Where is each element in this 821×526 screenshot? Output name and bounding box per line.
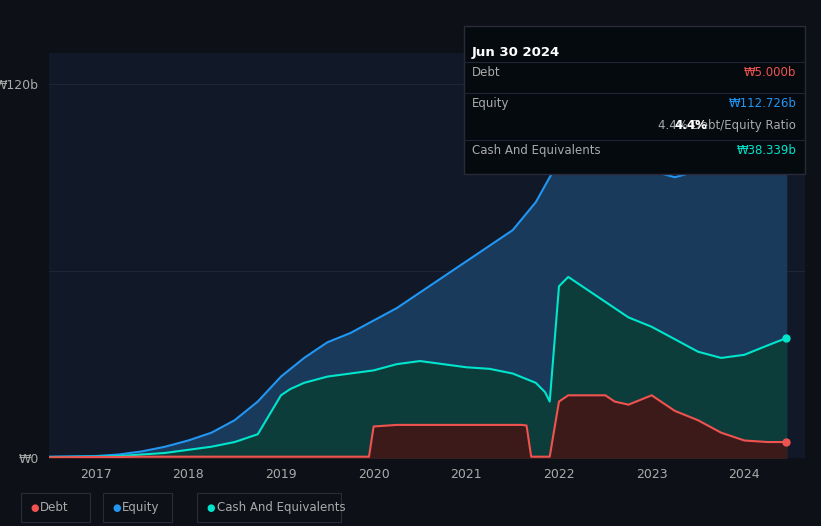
Text: ●: ● [30,502,39,513]
Text: ●: ● [112,502,121,513]
Text: Equity: Equity [122,501,160,514]
Text: Equity: Equity [472,97,510,110]
Text: Cash And Equivalents: Cash And Equivalents [472,144,601,157]
Text: ●: ● [207,502,215,513]
Text: Debt: Debt [40,501,69,514]
Text: 4.4% Debt/Equity Ratio: 4.4% Debt/Equity Ratio [658,119,796,132]
Text: Debt: Debt [472,66,501,79]
Text: 4.4%: 4.4% [675,119,708,132]
Text: ₩38.339b: ₩38.339b [736,144,796,157]
Text: ₩5.000b: ₩5.000b [744,66,796,79]
Text: Jun 30 2024: Jun 30 2024 [472,46,560,59]
Text: ₩112.726b: ₩112.726b [728,97,796,110]
Text: Cash And Equivalents: Cash And Equivalents [217,501,346,514]
